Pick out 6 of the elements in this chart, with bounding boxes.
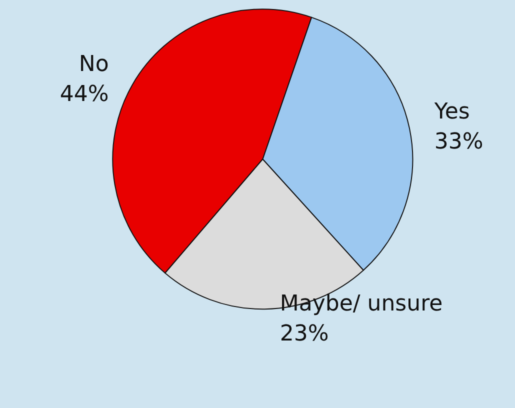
data-label: 23% <box>280 322 329 347</box>
slice-label: Yes <box>433 99 470 124</box>
data-label: 44% <box>60 82 109 108</box>
slice-label: No <box>78 52 109 78</box>
slice-label: Maybe/ unsure <box>280 292 443 317</box>
data-label: 33% <box>434 129 484 154</box>
